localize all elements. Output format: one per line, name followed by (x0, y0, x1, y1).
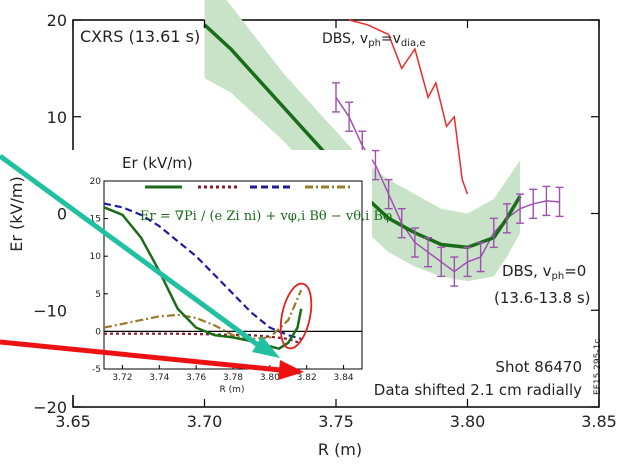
inset-x-tick-label: 3.76 (186, 373, 206, 383)
x-tick-label: 3.65 (55, 412, 91, 431)
inset-y-tick-label: 15 (90, 215, 101, 225)
inset-equation: Er = ∇Pi / (e Zi ni) + vφ,i Bθ − vθ,i Bφ (140, 209, 392, 224)
inset-y-tick-label: 10 (90, 252, 102, 262)
dbs-v0-line (335, 96, 560, 273)
annotation-arrows (0, 153, 304, 380)
cyan-arrow-shaft (0, 153, 264, 351)
inset-pressure-line (104, 332, 302, 345)
x-tick-label: 3.85 (581, 412, 617, 431)
inset-er-line (103, 206, 303, 351)
inset-x-tick-label: 3.80 (260, 373, 280, 383)
red-arrowhead (278, 360, 304, 380)
inset-y-tick-label: 5 (95, 290, 101, 300)
cxrs-uncertainty-band (204, 0, 521, 282)
y-tick-label: 0 (57, 205, 67, 224)
inset-x-tick-label: 3.74 (149, 373, 169, 383)
y-tick-label: 20 (47, 11, 67, 30)
figure-id: EF15.295-1c (593, 339, 603, 395)
inset-axis-ticks: 3.72 3.74 3.76 3.78 3.80 3.82 3.84 20 15 10 5 0 -5 (90, 177, 354, 383)
inset-x-tick-label: 3.72 (112, 373, 132, 383)
inset-x-tick-label: 3.78 (223, 373, 243, 383)
main-series (203, 19, 560, 273)
dbs-top-label: DBS, vph=vdia,e (322, 31, 426, 49)
dbs-vdia-line (348, 19, 469, 195)
inset-x-tick-label: 3.82 (297, 373, 317, 383)
main-axis-ticks: 3.65 3.70 3.75 3.80 3.85 20 10 0 −10 −20 (33, 11, 617, 431)
inset-x-label: R (m) (220, 385, 245, 395)
y-tick-label: 10 (47, 108, 67, 127)
highlight-ellipse (279, 282, 313, 350)
inset-x-tick-label: 3.84 (334, 373, 354, 383)
x-axis-label: R (m) (318, 440, 362, 459)
inset-series (103, 202, 303, 351)
dbs-error-bars (332, 82, 564, 287)
cyan-arrowhead (252, 336, 280, 358)
x-tick-label: 3.70 (187, 412, 223, 431)
x-tick-label: 3.75 (318, 412, 354, 431)
inset-y-tick-label: 0 (95, 327, 101, 337)
dbs-bottom-time: (13.6-13.8 s) (494, 289, 591, 307)
main-chart: 3.65 3.70 3.75 3.80 3.85 20 10 0 −10 −20 CXRS (13… (7, 0, 617, 459)
inset-y-tick-label: 20 (90, 177, 102, 187)
y-tick-label: −10 (33, 301, 67, 320)
shot-label: Shot 86470 (495, 358, 582, 376)
inset-vtheta-line (103, 289, 303, 341)
dbs-bottom-label: DBS, vph=0 (502, 262, 586, 282)
cxrs-line (203, 23, 522, 250)
x-tick-label: 3.80 (450, 412, 486, 431)
y-axis-label: Er (kV/m) (7, 176, 26, 251)
inset-vphi-line (103, 202, 302, 340)
cxrs-label: CXRS (13.61 s) (80, 27, 200, 46)
cxrs-band-area (204, 0, 521, 282)
inset-chart: Er (kV/m) 3.72 3.74 3.76 3.78 3.80 3.82 3.84 20… (72, 150, 392, 395)
shift-label: Data shifted 2.1 cm radially (374, 381, 582, 399)
y-tick-label: −20 (33, 398, 67, 417)
inset-title: Er (kV/m) (122, 154, 193, 172)
inset-y-tick-label: -5 (92, 365, 101, 375)
red-arrow-shaft (0, 339, 281, 373)
